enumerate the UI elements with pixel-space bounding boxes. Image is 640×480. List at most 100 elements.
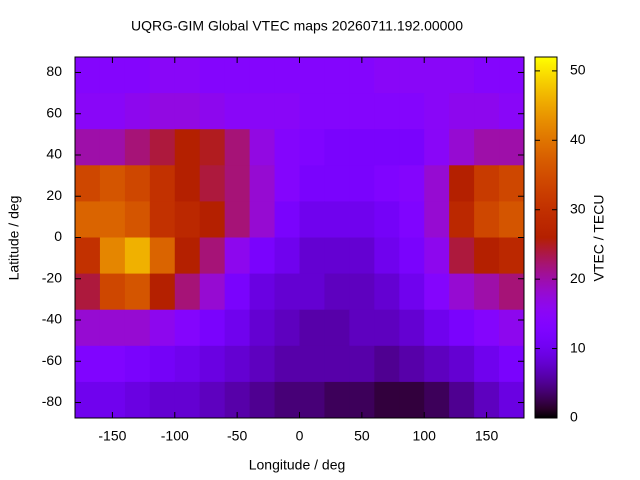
heat-cell bbox=[124, 309, 151, 347]
y-tick-label: 60 bbox=[46, 104, 62, 120]
heat-cell bbox=[349, 201, 375, 238]
heat-cell bbox=[474, 93, 500, 130]
heat-cell bbox=[274, 57, 300, 94]
heat-cell bbox=[99, 93, 126, 130]
heat-cell bbox=[399, 93, 425, 130]
heat-cell bbox=[474, 129, 500, 166]
heat-cell bbox=[374, 237, 400, 275]
heat-cell bbox=[299, 309, 325, 347]
heat-cell bbox=[249, 201, 276, 238]
heat-cell bbox=[224, 345, 251, 383]
heat-cell bbox=[499, 381, 525, 419]
heat-cell bbox=[399, 129, 425, 166]
heat-cell bbox=[199, 381, 226, 419]
heat-cell bbox=[399, 345, 425, 383]
heat-cell bbox=[224, 309, 251, 347]
heat-cell bbox=[199, 93, 226, 130]
heat-cell bbox=[124, 93, 151, 130]
heat-cell bbox=[474, 309, 500, 347]
heat-cell bbox=[299, 129, 325, 166]
heat-cell bbox=[75, 93, 101, 130]
heat-cell bbox=[349, 237, 375, 275]
heat-cell bbox=[75, 309, 101, 347]
heat-cell bbox=[449, 345, 475, 383]
heat-cell bbox=[249, 309, 276, 347]
heat-cell bbox=[449, 381, 475, 419]
heat-cell bbox=[299, 93, 325, 130]
heat-cell bbox=[75, 273, 101, 311]
heat-cell bbox=[299, 57, 325, 94]
heat-cell bbox=[399, 201, 425, 238]
y-tick-label: -40 bbox=[42, 311, 62, 327]
heat-cell bbox=[124, 57, 151, 94]
heat-cell bbox=[449, 165, 475, 202]
heat-cell bbox=[424, 201, 450, 238]
heat-cell bbox=[349, 309, 375, 347]
heat-cell bbox=[124, 273, 151, 311]
heat-cell bbox=[274, 345, 300, 383]
heat-cell bbox=[499, 237, 525, 275]
heat-cell bbox=[449, 93, 475, 130]
heat-cell bbox=[274, 165, 300, 202]
heat-cell bbox=[324, 237, 350, 275]
heat-cell bbox=[149, 93, 176, 130]
heat-cell bbox=[374, 381, 400, 419]
heat-cell bbox=[199, 345, 226, 383]
y-tick-label: 0 bbox=[54, 228, 62, 244]
heat-cell bbox=[149, 57, 176, 94]
heat-cell bbox=[324, 129, 350, 166]
heat-cell bbox=[224, 129, 251, 166]
heat-cell bbox=[449, 237, 475, 275]
heat-cell bbox=[499, 309, 525, 347]
y-tick-label: 80 bbox=[46, 63, 62, 79]
heat-cell bbox=[99, 273, 126, 311]
heat-cell bbox=[199, 129, 226, 166]
heat-cell bbox=[174, 237, 201, 275]
heat-cell bbox=[374, 129, 400, 166]
heat-cell bbox=[99, 309, 126, 347]
heat-cell bbox=[274, 129, 300, 166]
heat-cell bbox=[274, 201, 300, 238]
heat-cell bbox=[199, 273, 226, 311]
colorbar-tick-label: 10 bbox=[570, 339, 586, 355]
heat-cell bbox=[499, 201, 525, 238]
heat-cell bbox=[399, 237, 425, 275]
heat-cell bbox=[424, 129, 450, 166]
heat-cell bbox=[249, 165, 276, 202]
heat-cell bbox=[224, 93, 251, 130]
x-tick-label: 50 bbox=[354, 428, 370, 444]
heat-cell bbox=[224, 165, 251, 202]
heat-cell bbox=[75, 129, 101, 166]
colorbar-tick-label: 50 bbox=[570, 62, 586, 78]
heat-cell bbox=[324, 57, 350, 94]
heat-cell bbox=[324, 93, 350, 130]
heat-cell bbox=[249, 345, 276, 383]
heat-cell bbox=[199, 165, 226, 202]
heat-cell bbox=[299, 237, 325, 275]
heat-cell bbox=[474, 273, 500, 311]
heat-cell bbox=[324, 309, 350, 347]
heat-cell bbox=[499, 93, 525, 130]
x-tick-label: 150 bbox=[475, 428, 499, 444]
heat-cell bbox=[349, 345, 375, 383]
heat-cell bbox=[424, 345, 450, 383]
heat-cell bbox=[99, 345, 126, 383]
heat-cell bbox=[99, 165, 126, 202]
heat-cell bbox=[349, 93, 375, 130]
colorbar-tick-label: 30 bbox=[570, 200, 586, 216]
heat-cell bbox=[374, 201, 400, 238]
heat-cell bbox=[299, 165, 325, 202]
x-tick-label: 0 bbox=[296, 428, 304, 444]
heat-cell bbox=[449, 129, 475, 166]
heat-cell bbox=[374, 273, 400, 311]
heat-cell bbox=[424, 381, 450, 419]
heat-cell bbox=[124, 165, 151, 202]
heat-cell bbox=[349, 273, 375, 311]
heat-cell bbox=[174, 309, 201, 347]
heat-cell bbox=[374, 309, 400, 347]
colorbar-tick-label: 40 bbox=[570, 131, 586, 147]
heat-cell bbox=[374, 165, 400, 202]
heat-cell bbox=[399, 165, 425, 202]
heat-cell bbox=[274, 309, 300, 347]
